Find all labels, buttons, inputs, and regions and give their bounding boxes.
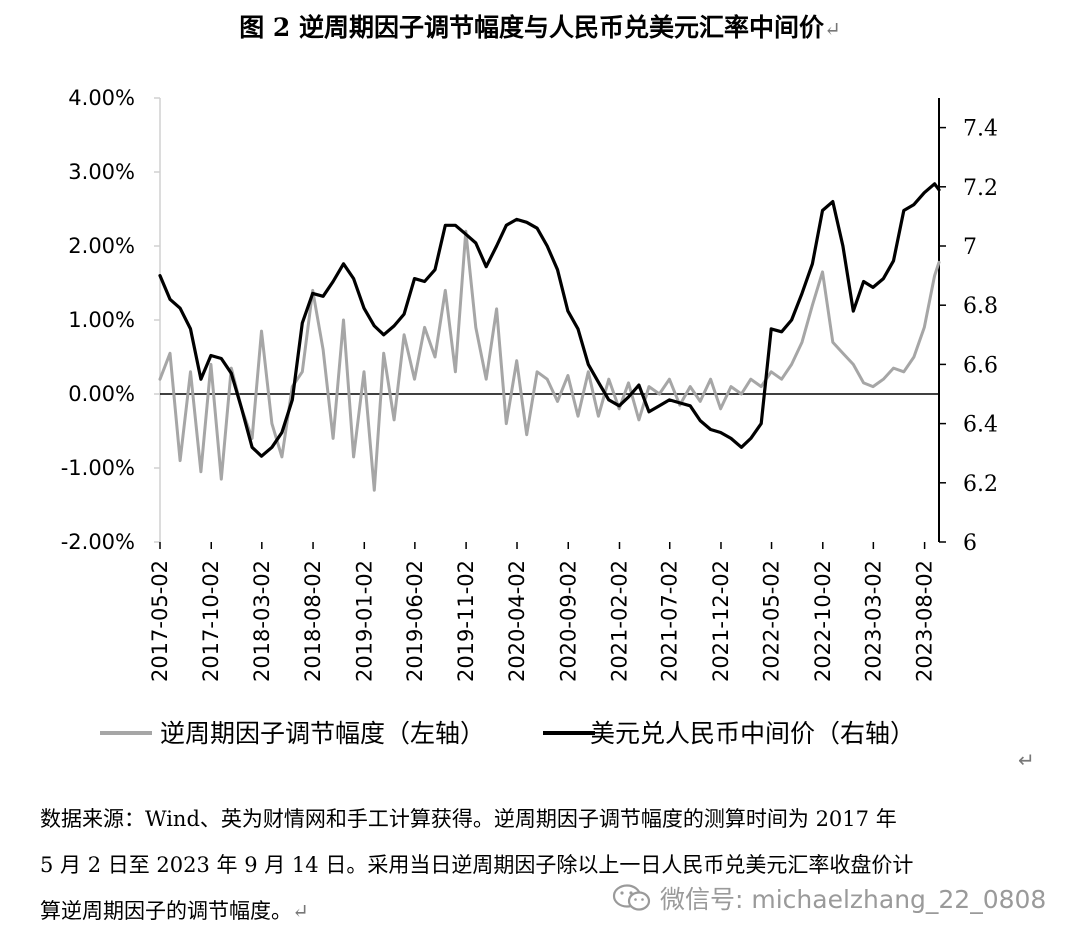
y-right-tick-label: 6.2 — [963, 472, 998, 497]
ticks: 4.00% 3.00% 2.00% 1.00% 0.00% -1.00% -2.00% 7.4… — [61, 86, 998, 682]
x-tick-label: 2022-05-02 — [760, 560, 784, 682]
y-right-tick-label: 7.2 — [963, 176, 998, 201]
chart-title: 图 2 逆周期因子调节幅度与人民币兑美元汇率中间价↵ — [239, 13, 841, 42]
x-tick-label: 2018-08-02 — [301, 560, 325, 682]
legend-label: 美元兑人民币中间价（右轴） — [590, 719, 915, 748]
x-tick-label: 2017-05-02 — [148, 560, 172, 682]
y-left-tick-label: -1.00% — [61, 456, 135, 480]
x-tick-label: 2018-03-02 — [250, 560, 274, 682]
x-tick-label: 2022-10-02 — [811, 560, 835, 682]
source-note: 数据来源：Wind、英为财情网和手工计算获得。逆周期因子调节幅度的测算时间为 2… — [40, 796, 1040, 934]
watermark: 微信号: michaelzhang_22_0808 — [612, 880, 1046, 916]
x-tick-label: 2019-06-02 — [403, 560, 427, 682]
note-line-1: 数据来源：Wind、英为财情网和手工计算获得。逆周期因子调节幅度的测算时间为 2… — [40, 807, 897, 831]
wechat-icon — [612, 884, 651, 911]
x-tick-label: 2021-12-02 — [709, 560, 733, 682]
y-right-tick-label: 6 — [963, 531, 977, 556]
chart: 4.00% 3.00% 2.00% 1.00% 0.00% -1.00% -2.00% 7.4… — [61, 86, 998, 748]
x-tick-label: 2023-08-02 — [913, 560, 937, 682]
y-right-tick-label: 6.4 — [963, 413, 998, 438]
x-tick-label: 2021-02-02 — [607, 560, 631, 682]
return-mark-icon: ↵ — [1018, 748, 1035, 772]
x-tick-label: 2020-09-02 — [556, 560, 580, 682]
note-line-3: 算逆周期因子的调节幅度。↵ — [40, 899, 309, 923]
x-tick-label: 2021-07-02 — [658, 560, 682, 682]
legend-label: 逆周期因子调节幅度（左轴） — [160, 719, 485, 748]
x-tick-label: 2017-10-02 — [199, 560, 223, 682]
x-tick-label: 2023-03-02 — [861, 560, 885, 682]
return-mark-icon: ↵ — [824, 17, 841, 41]
legend: 逆周期因子调节幅度（左轴） 美元兑人民币中间价（右轴） — [100, 719, 915, 748]
x-tick-label: 2020-04-02 — [505, 560, 529, 682]
note-line-2: 5 月 2 日至 2023 年 9 月 14 日。采用当日逆周期因子除以上一日人… — [40, 853, 914, 877]
y-left-tick-label: 4.00% — [68, 86, 135, 110]
watermark-text: 微信号: michaelzhang_22_0808 — [660, 885, 1047, 914]
return-mark-icon: ↵ — [292, 899, 309, 923]
y-left-tick-label: 0.00% — [68, 382, 135, 406]
series-line-usdcny — [158, 182, 941, 458]
x-tick-label: 2019-01-02 — [352, 560, 376, 682]
y-left-tick-label: 1.00% — [68, 308, 135, 332]
x-tick-label: 2019-11-02 — [454, 560, 478, 682]
y-right-tick-label: 6.6 — [963, 353, 998, 378]
y-left-tick-label: 2.00% — [68, 234, 135, 258]
y-right-tick-label: 6.8 — [963, 294, 998, 319]
y-left-tick-label: 3.00% — [68, 160, 135, 184]
y-right-tick-label: 7.4 — [963, 117, 998, 142]
y-right-tick-label: 7 — [963, 235, 977, 260]
axes — [159, 98, 940, 542]
y-left-tick-label: -2.00% — [61, 530, 135, 554]
series-lines — [158, 182, 941, 492]
series-line-adjustment — [158, 229, 941, 492]
